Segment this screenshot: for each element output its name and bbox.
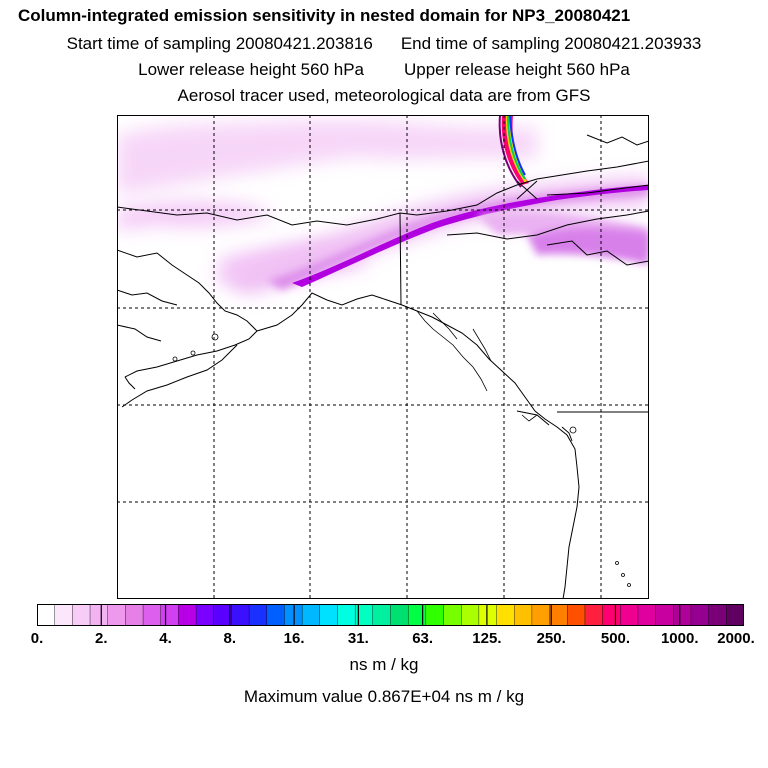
colorbar-cell: [178, 604, 197, 626]
colorbar-tick-label: 0.: [30, 630, 44, 647]
colorbar-tick-label: 500.: [600, 630, 631, 647]
colorbar-cell: [673, 604, 692, 626]
islands: [172, 310, 631, 587]
colorbar-cell: [337, 604, 356, 626]
colorbar-cell: [301, 604, 321, 626]
colorbar-cell: [372, 604, 392, 626]
colorbar-cell: [584, 604, 604, 626]
colorbar-cell: [655, 604, 675, 626]
maximum-value: Maximum value 0.867E+04 ns m / kg: [243, 687, 525, 706]
sampling-times: Start time of sampling 20080421.203816 En…: [0, 34, 768, 54]
colorbar-cell: [726, 604, 744, 626]
plume-band: [212, 177, 649, 295]
colorbar-cell: [602, 604, 621, 626]
colorbar-cell: [690, 604, 710, 626]
colorbar-cell: [443, 604, 462, 626]
colorbar-cell: [531, 604, 551, 626]
colorbar-cell: [407, 604, 427, 626]
tracer-note: Aerosol tracer used, meteorological data…: [177, 86, 591, 105]
colorbar-cell: [549, 604, 568, 626]
colorbar-cell: [319, 604, 339, 626]
colorbar-cell: [142, 604, 162, 626]
colorbar-tick-label: 2.: [95, 630, 108, 647]
colorbar-cell: [107, 604, 127, 626]
colorbar-cell: [461, 604, 480, 626]
colorbar-cell: [496, 604, 515, 626]
release-heights: Lower release height 560 hPa Upper releas…: [0, 60, 768, 80]
colorbar-units: ns m / kg: [349, 655, 419, 674]
colorbar-cell: [620, 604, 639, 626]
map-panel: [117, 115, 649, 599]
colorbar-cell: [708, 604, 728, 626]
colorbar-tick-label: 4.: [159, 630, 172, 647]
colorbar-cell: [567, 604, 586, 626]
colorbar-tick-label: 8.: [223, 630, 237, 647]
colorbar-tick-label: 31.: [347, 630, 369, 647]
colorbar-tick-label: 16.: [283, 630, 305, 647]
plot-title: Column-integrated emission sensitivity i…: [18, 6, 631, 25]
colorbar-tick-label: 63.: [412, 630, 434, 647]
colorbar-cell: [390, 604, 409, 626]
colorbar-tick-label: 250.: [536, 630, 566, 647]
colorbar-cell: [231, 604, 250, 626]
colorbar-cell: [248, 604, 268, 626]
colorbar-cell: [195, 604, 215, 626]
colorbar-cell: [54, 604, 74, 626]
colorbar-cell: [266, 604, 286, 626]
receptor-hotspot: [498, 115, 538, 200]
release-upper: Upper release height 560 hPa: [404, 60, 630, 79]
sampling-start: Start time of sampling 20080421.203816: [66, 34, 373, 53]
colorbar: [37, 604, 744, 626]
colorbar-cell: [89, 604, 109, 626]
colorbar-cell: [425, 604, 445, 626]
colorbar-cell: [125, 604, 144, 626]
colorbar-frame: [37, 604, 744, 626]
coastlines: [117, 134, 649, 599]
colorbar-cell: [637, 604, 657, 626]
release-lower: Lower release height 560 hPa: [138, 60, 364, 79]
colorbar-tick-label: 1000.: [660, 630, 699, 647]
colorbar-tick-label: 125.: [472, 630, 502, 647]
sampling-end: End time of sampling 20080421.203933: [400, 34, 702, 53]
colorbar-tick-label: 2000.: [717, 630, 755, 647]
colorbar-cell: [72, 604, 91, 626]
colorbar-cell: [160, 604, 180, 626]
graticule: [117, 115, 649, 599]
colorbar-cell: [37, 604, 56, 626]
colorbar-cell: [514, 604, 533, 626]
colorbar-cell: [213, 604, 233, 626]
colorbar-cell: [478, 604, 498, 626]
